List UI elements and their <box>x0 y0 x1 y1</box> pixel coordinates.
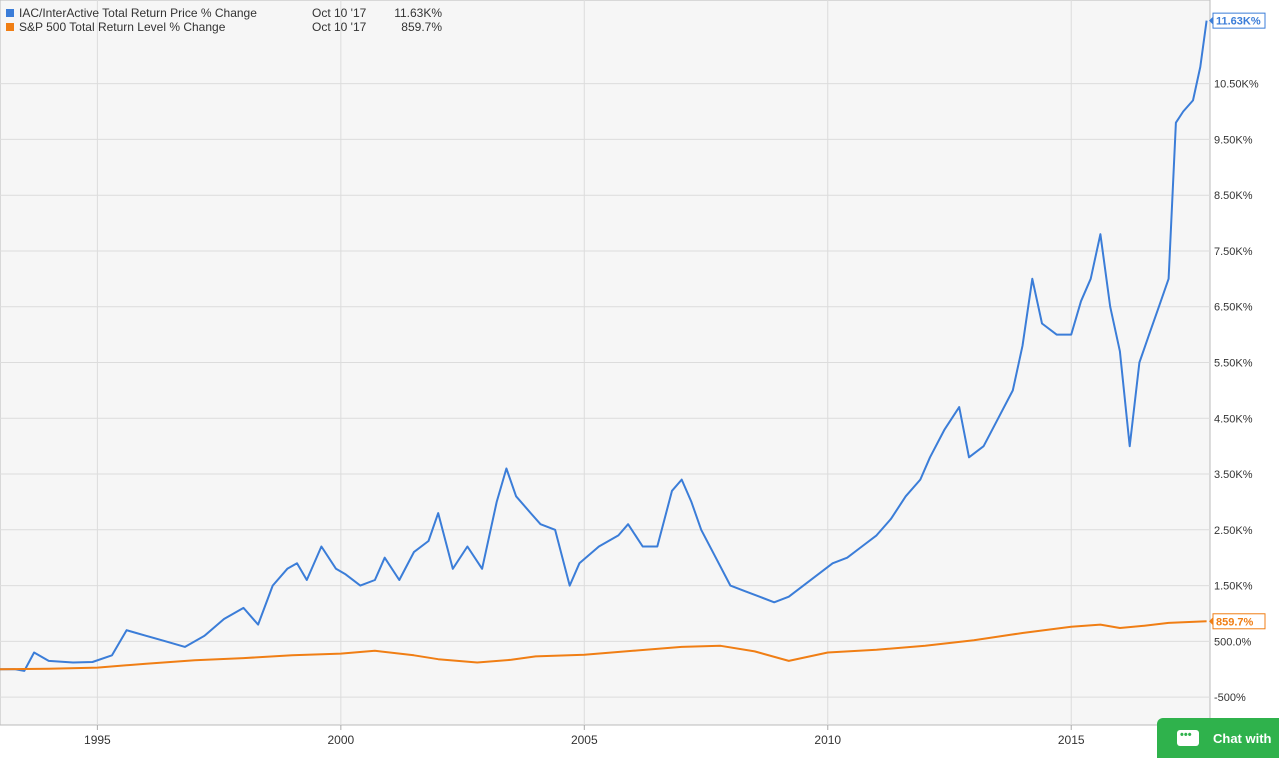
legend-date-sp500: Oct 10 '17 <box>312 20 367 34</box>
legend-date-iac: Oct 10 '17 <box>312 6 367 20</box>
x-tick-label: 2010 <box>814 733 841 747</box>
y-tick-label: 3.50K% <box>1214 469 1253 481</box>
x-tick-label: 2005 <box>571 733 598 747</box>
x-tick-label: 2000 <box>327 733 354 747</box>
end-value-pointer <box>1209 617 1213 626</box>
y-tick-label: 2.50K% <box>1214 525 1253 537</box>
end-value-label: 11.63K% <box>1216 16 1261 28</box>
y-tick-label: 7.50K% <box>1214 246 1253 258</box>
y-tick-label: 8.50K% <box>1214 190 1253 202</box>
chat-widget-label: Chat with <box>1213 730 1272 746</box>
series-line-sp500 <box>0 620 1207 671</box>
end-value-pointer <box>1209 16 1213 25</box>
legend-swatch-iac <box>6 9 14 17</box>
series-line-iac <box>0 20 1208 672</box>
chart-legend: IAC/InterActive Total Return Price % Cha… <box>6 6 442 34</box>
y-tick-label: 6.50K% <box>1214 302 1253 314</box>
x-tick-label: 1995 <box>84 733 111 747</box>
legend-label-iac: IAC/InterActive Total Return Price % Cha… <box>19 6 257 20</box>
legend-value-sp500: 859.7% <box>401 20 442 34</box>
x-tick-label: 2015 <box>1058 733 1085 747</box>
chat-bubble-icon <box>1177 729 1199 746</box>
end-value-label: 859.7% <box>1216 616 1254 628</box>
y-tick-label: 4.50K% <box>1214 413 1253 425</box>
y-tick-label: 9.50K% <box>1214 134 1253 146</box>
legend-label-sp500: S&P 500 Total Return Level % Change <box>19 20 226 34</box>
y-tick-label: 10.50K% <box>1214 79 1259 91</box>
legend-item-iac[interactable]: IAC/InterActive Total Return Price % Cha… <box>6 6 442 20</box>
y-tick-label: 5.50K% <box>1214 358 1253 370</box>
legend-item-sp500[interactable]: S&P 500 Total Return Level % Change Oct … <box>6 20 442 34</box>
y-tick-label: 500.0% <box>1214 636 1252 648</box>
legend-value-iac: 11.63K% <box>394 6 442 20</box>
legend-swatch-sp500 <box>6 23 14 31</box>
y-tick-label: -500% <box>1214 692 1246 704</box>
chat-widget-button[interactable]: Chat with <box>1157 718 1279 758</box>
y-tick-label: 1.50K% <box>1214 581 1253 593</box>
